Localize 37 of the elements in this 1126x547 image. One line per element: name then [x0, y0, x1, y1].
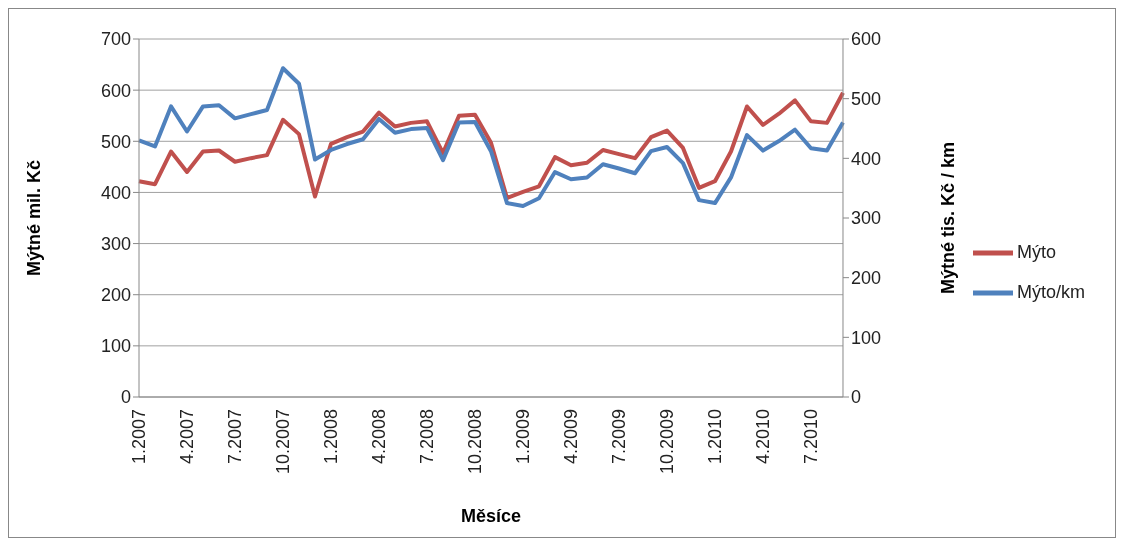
y-tick-label: 400 [100, 182, 131, 203]
y2-tick-label: 300 [850, 208, 882, 229]
y-axis-title: Mýtné mil. Kč [24, 159, 45, 277]
y-tick-label: 500 [100, 131, 131, 152]
x-tick-label: 4.2007 [177, 409, 197, 465]
line-series [137, 66, 845, 209]
y-tick-label: 600 [100, 80, 131, 101]
x-tick-label: 1.2007 [129, 409, 149, 465]
y-tick-label: 100 [100, 336, 131, 357]
x-tick-label: 1.2010 [704, 409, 725, 465]
x-tick-label: 4.2008 [368, 409, 389, 465]
x-tick-label: 10.2008 [464, 409, 485, 475]
y-tick-label: 700 [100, 29, 131, 50]
legend-label: Mýto/km [1016, 281, 1085, 302]
y-tick-label: 200 [100, 285, 131, 306]
y2-tick-label: 400 [850, 148, 882, 169]
x-tick-label: 4.2009 [560, 409, 581, 465]
x-tick-label: 7.2010 [800, 409, 821, 465]
y2-tick-label: 600 [850, 29, 882, 50]
legend-label: Mýto [1016, 241, 1056, 262]
y2-tick-label: 100 [850, 327, 882, 348]
x-tick-label: 7.2007 [225, 409, 245, 465]
x-axis-title: Měsíce [460, 506, 522, 526]
y-tick-label: 0 [120, 387, 131, 408]
x-tick-label: 1.2008 [321, 409, 341, 465]
line-series [137, 90, 845, 201]
x-tick-label: 1.2009 [512, 409, 533, 465]
y2-tick-label: 0 [850, 387, 861, 408]
x-tick-label: 10.2007 [273, 409, 293, 475]
x-tick-label: 10.2009 [656, 409, 677, 475]
y2-axis-title: Mýtné tis. Kč / km [938, 141, 959, 295]
y2-tick-label: 500 [850, 89, 882, 110]
y2-tick-label: 200 [850, 268, 882, 289]
x-tick-label: 7.2008 [416, 409, 437, 465]
x-tick-label: 7.2009 [608, 409, 629, 465]
y-tick-label: 300 [100, 233, 131, 254]
x-tick-label: 4.2010 [752, 409, 773, 465]
